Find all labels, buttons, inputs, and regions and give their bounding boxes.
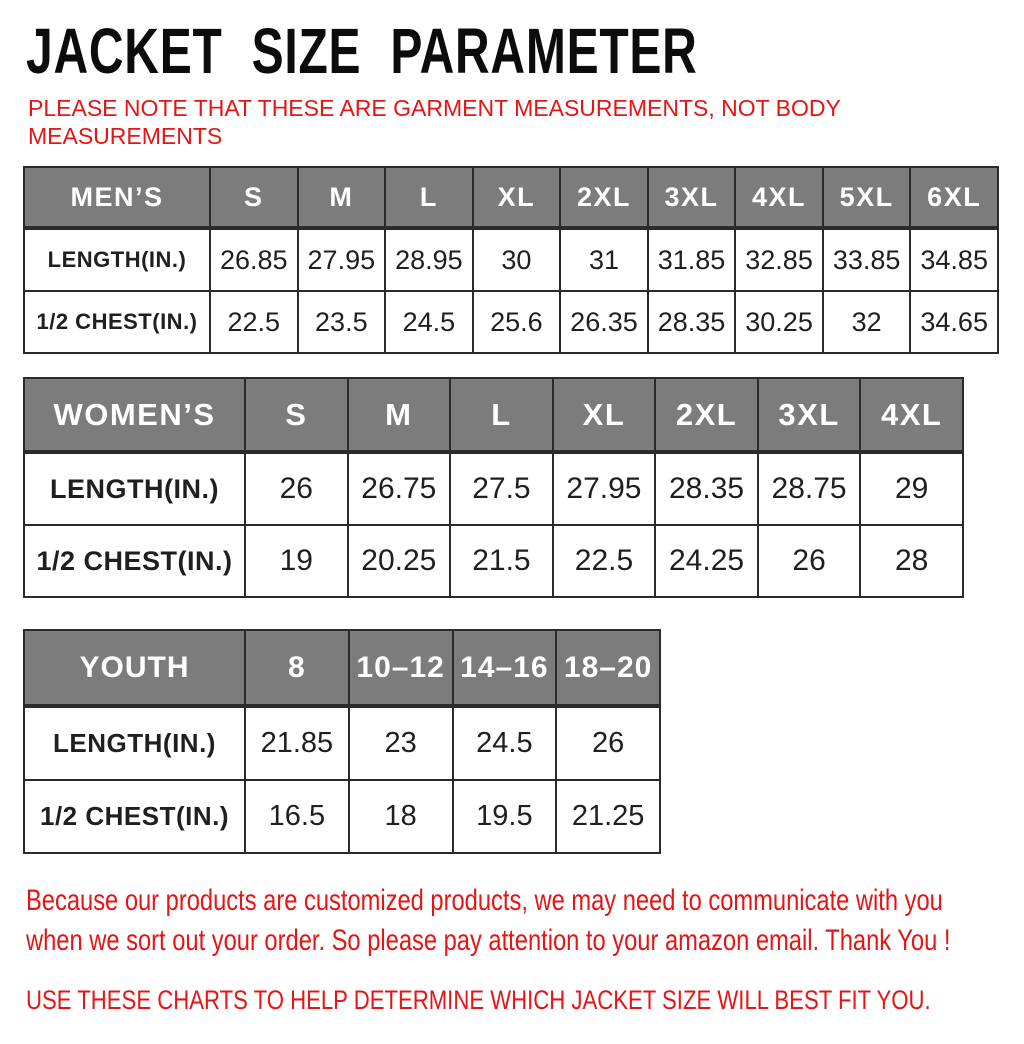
mens-group-header: MEN’S bbox=[23, 166, 211, 230]
measurement-value-cell: 24.5 bbox=[451, 705, 558, 781]
measurement-value-cell: 26 bbox=[244, 451, 349, 526]
size-column-header: L bbox=[449, 377, 554, 454]
measurement-value-cell: 26 bbox=[756, 524, 862, 598]
jacket-size-chart-page: JACKET SIZE PARAMETER PLEASE NOTE THAT T… bbox=[0, 15, 1024, 1015]
table-row: LENGTH(IN.) 21.85 23 24.5 26 bbox=[23, 705, 661, 781]
note-line-1: PLEASE NOTE THAT THESE ARE GARMENT MEASU… bbox=[28, 95, 841, 121]
measurement-value-cell: 27.5 bbox=[449, 451, 554, 526]
measurement-row-label: LENGTH(IN.) bbox=[23, 451, 246, 526]
customization-notice: Because our products are customized prod… bbox=[26, 881, 1024, 961]
measurement-value-cell: 32.85 bbox=[734, 227, 824, 292]
table-row: 1/2 CHEST(IN.) 19 20.25 21.5 22.5 24.25 26 28 bbox=[23, 524, 964, 598]
measurement-value-cell: 30.25 bbox=[734, 290, 824, 354]
measurement-value-cell: 21.5 bbox=[449, 524, 554, 598]
measurement-value-cell: 33.85 bbox=[821, 227, 912, 292]
size-column-header: 4XL bbox=[859, 377, 964, 454]
size-column-header: 18–20 bbox=[555, 629, 661, 708]
measurement-row-label: 1/2 CHEST(IN.) bbox=[23, 524, 246, 598]
measurement-value-cell: 26.85 bbox=[209, 227, 299, 292]
measurement-value-cell: 20.25 bbox=[346, 524, 452, 598]
size-column-header: 10–12 bbox=[347, 629, 454, 708]
table-row: 1/2 CHEST(IN.) 22.5 23.5 24.5 25.6 26.35 28.35… bbox=[23, 290, 999, 354]
measurement-value-cell: 28.35 bbox=[646, 290, 737, 354]
measurement-value-cell: 19.5 bbox=[451, 779, 558, 854]
womens-group-header: WOMEN’S bbox=[23, 377, 246, 454]
measurement-value-cell: 19 bbox=[244, 524, 349, 598]
measurement-value-cell: 31.85 bbox=[646, 227, 737, 292]
measurement-value-cell: 22.5 bbox=[209, 290, 299, 354]
size-column-header: 3XL bbox=[646, 166, 737, 230]
measurement-value-cell: 16.5 bbox=[244, 779, 350, 854]
size-column-header: L bbox=[384, 166, 474, 230]
youth-size-table: YOUTH 8 10–12 14–16 18–20 LENGTH(IN.) 21.85 23 2… bbox=[23, 629, 661, 854]
measurement-value-cell: 27.95 bbox=[551, 451, 657, 526]
size-column-header: 8 bbox=[244, 629, 350, 708]
measurement-value-cell: 28 bbox=[859, 524, 964, 598]
measurement-value-cell: 21.85 bbox=[244, 705, 350, 781]
youth-group-header: YOUTH bbox=[23, 629, 246, 708]
measurement-value-cell: 27.95 bbox=[296, 227, 387, 292]
measurement-value-cell: 34.65 bbox=[909, 290, 999, 354]
size-column-header: 14–16 bbox=[451, 629, 558, 708]
size-column-header: S bbox=[244, 377, 349, 454]
measurement-row-label: LENGTH(IN.) bbox=[23, 227, 211, 292]
size-column-header: 4XL bbox=[734, 166, 824, 230]
size-column-header: 2XL bbox=[654, 377, 759, 454]
measurement-value-cell: 26.75 bbox=[346, 451, 452, 526]
size-column-header: 5XL bbox=[821, 166, 912, 230]
measurement-value-cell: 32 bbox=[821, 290, 912, 354]
page-title-text: JACKET SIZE PARAMETER bbox=[26, 15, 698, 87]
measurement-value-cell: 26 bbox=[555, 705, 661, 781]
measurement-row-label: 1/2 CHEST(IN.) bbox=[23, 290, 211, 354]
size-column-header: M bbox=[296, 166, 387, 230]
size-column-header: XL bbox=[551, 377, 657, 454]
measurement-value-cell: 22.5 bbox=[551, 524, 657, 598]
fit-advice-text: USE THESE CHARTS TO HELP DETERMINE WHICH… bbox=[26, 985, 931, 1015]
size-column-header: XL bbox=[471, 166, 562, 230]
size-column-header: 2XL bbox=[559, 166, 649, 230]
measurement-value-cell: 25.6 bbox=[471, 290, 562, 354]
size-column-header: M bbox=[346, 377, 452, 454]
measurement-value-cell: 24.5 bbox=[384, 290, 474, 354]
measurement-value-cell: 28.95 bbox=[384, 227, 474, 292]
size-column-header: 3XL bbox=[756, 377, 862, 454]
note-line-2: MEASUREMENTS bbox=[28, 123, 223, 149]
size-column-header: 6XL bbox=[909, 166, 999, 230]
measurement-row-label: LENGTH(IN.) bbox=[23, 705, 246, 781]
measurement-value-cell: 28.75 bbox=[756, 451, 862, 526]
measurement-value-cell: 24.25 bbox=[654, 524, 759, 598]
table-row: LENGTH(IN.) 26 26.75 27.5 27.95 28.35 28.75 29 bbox=[23, 451, 964, 526]
measurement-value-cell: 29 bbox=[859, 451, 964, 526]
measurement-value-cell: 31 bbox=[559, 227, 649, 292]
measurement-value-cell: 28.35 bbox=[654, 451, 759, 526]
measurement-value-cell: 23.5 bbox=[296, 290, 387, 354]
garment-measurement-note: PLEASE NOTE THAT THESE ARE GARMENT MEASU… bbox=[28, 94, 1024, 150]
customization-notice-line-1: Because our products are customized prod… bbox=[26, 884, 943, 917]
table-row: LENGTH(IN.) 26.85 27.95 28.95 30 31 31.85 32.85… bbox=[23, 227, 999, 292]
table-row: 1/2 CHEST(IN.) 16.5 18 19.5 21.25 bbox=[23, 779, 661, 854]
measurement-value-cell: 26.35 bbox=[559, 290, 649, 354]
measurement-value-cell: 23 bbox=[347, 705, 454, 781]
womens-size-table: WOMEN’S S M L XL 2XL 3XL 4XL LENGTH(IN.) 26 26.75 2… bbox=[23, 377, 964, 598]
mens-size-table: MEN’S S M L XL 2XL 3XL 4XL 5XL 6XL LENGTH(IN.) 26.8… bbox=[23, 166, 999, 354]
measurement-value-cell: 21.25 bbox=[555, 779, 661, 854]
measurement-row-label: 1/2 CHEST(IN.) bbox=[23, 779, 246, 854]
measurement-value-cell: 34.85 bbox=[909, 227, 999, 292]
measurement-value-cell: 30 bbox=[471, 227, 562, 292]
size-column-header: S bbox=[209, 166, 299, 230]
page-title: JACKET SIZE PARAMETER bbox=[26, 15, 1024, 87]
customization-notice-line-2: when we sort out your order. So please p… bbox=[26, 924, 951, 957]
fit-advice: USE THESE CHARTS TO HELP DETERMINE WHICH… bbox=[26, 985, 1024, 1015]
measurement-value-cell: 18 bbox=[347, 779, 454, 854]
